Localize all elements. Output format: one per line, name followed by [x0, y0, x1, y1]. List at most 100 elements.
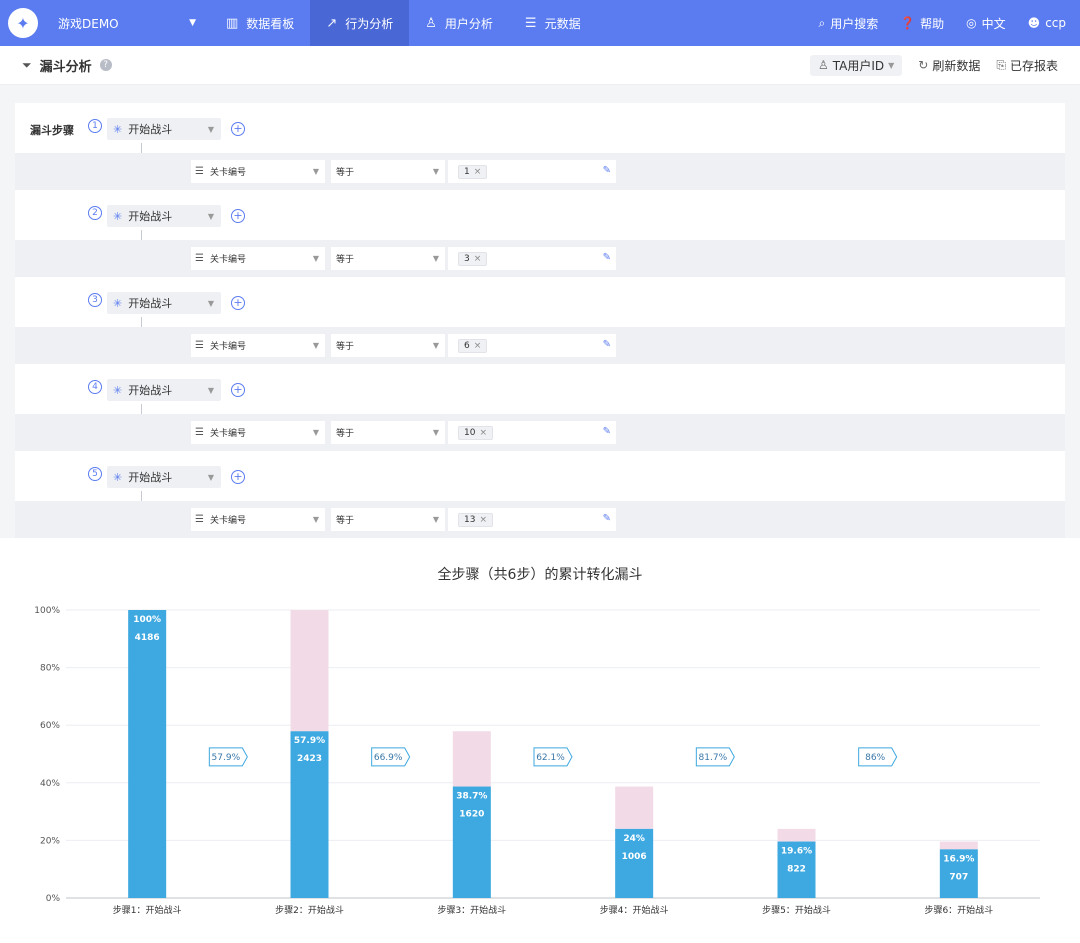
conversion-arrow — [533, 747, 573, 767]
chevron-down-icon: ▼ — [312, 515, 319, 524]
event-select[interactable]: ✳ 开始战斗 ▼ — [107, 118, 221, 140]
funnel-chart: 全步骤（共6步）的累计转化漏斗 0% 20% 40% 60% 80% 100% 100% 41… — [0, 538, 1080, 943]
project-switcher[interactable]: ✦ 游戏DEMO ▼ — [0, 0, 210, 46]
bar-converted[interactable] — [615, 828, 654, 898]
value-input[interactable]: 1 × ✎ — [448, 160, 616, 183]
event-icon: ✳ — [113, 296, 123, 310]
remove-tag-icon[interactable]: × — [473, 166, 482, 177]
funnel-steps-label: 漏斗步骤 — [30, 124, 74, 137]
bar-remaining[interactable] — [939, 841, 978, 850]
operator-select[interactable]: 等于 ▼ — [331, 160, 445, 183]
bar-converted[interactable] — [452, 786, 491, 898]
step-number: 3 — [88, 293, 102, 307]
event-icon: ✳ — [113, 383, 123, 397]
bar-percent-label: 38.7% — [456, 792, 487, 802]
ta-user-id-select[interactable]: ♙ TA用户ID ▼ — [809, 54, 903, 76]
value-input[interactable]: 10 × ✎ — [448, 421, 616, 444]
value-input[interactable]: 3 × ✎ — [448, 247, 616, 270]
nav-item-users[interactable]: ♙ 用户分析 — [409, 0, 509, 46]
conversion-rate-label: 57.9% — [212, 753, 241, 763]
nav-item-label: 行为分析 — [345, 16, 394, 31]
conversion-rate-label: 62.1% — [536, 753, 565, 763]
y-tick-label: 40% — [40, 779, 60, 789]
chart-title: 全步骤（共6步）的累计转化漏斗 — [437, 567, 643, 583]
bar-converted[interactable] — [939, 849, 978, 898]
help-link[interactable]: ❓ 帮助 — [900, 15, 944, 32]
user-menu[interactable]: ☻ ccp — [1028, 16, 1066, 30]
edit-icon[interactable]: ✎ — [602, 252, 611, 263]
value-tag: 1 × — [458, 164, 488, 179]
x-tick-label: 步骤6：开始战斗 — [924, 904, 993, 916]
value-tag-text: 10 — [464, 427, 476, 438]
operator-select[interactable]: 等于 ▼ — [331, 247, 445, 270]
funnel-step: 5 ✳ 开始战斗 ▼ + ☰ 关卡编号 ▼ 等于 ▼ 13 × ✎ — [15, 451, 1065, 538]
refresh-data-button[interactable]: ↻ 刷新数据 — [918, 57, 980, 74]
edit-icon[interactable]: ✎ — [602, 165, 611, 176]
saved-reports-button[interactable]: ⎘ 已存报表 — [996, 57, 1058, 74]
nav-item-behavior[interactable]: ↗ 行为分析 — [310, 0, 410, 46]
value-tag: 13 × — [458, 512, 493, 527]
chevron-down-icon: ▼ — [432, 515, 439, 524]
x-tick-label: 步骤4：开始战斗 — [600, 904, 669, 916]
conversion-arrow — [695, 747, 735, 767]
bar-count-label: 822 — [787, 865, 806, 875]
chevron-down-icon: ▼ — [207, 211, 214, 221]
property-select[interactable]: ☰ 关卡编号 ▼ — [191, 247, 325, 270]
event-label: 开始战斗 — [128, 384, 173, 397]
add-filter-button[interactable]: + — [231, 470, 245, 484]
question-icon: ❓ — [900, 16, 916, 30]
property-select[interactable]: ☰ 关卡编号 ▼ — [191, 160, 325, 183]
bar-count-label: 4186 — [135, 633, 160, 643]
nav-item-metadata[interactable]: ☰ 元数据 — [509, 0, 597, 46]
remove-tag-icon[interactable]: × — [479, 514, 487, 525]
add-filter-button[interactable]: + — [231, 209, 245, 223]
chevron-down-icon: ▼ — [888, 60, 895, 70]
add-filter-button[interactable]: + — [231, 122, 245, 136]
remove-tag-icon[interactable]: × — [473, 253, 482, 264]
chevron-down-icon: ▼ — [432, 254, 439, 263]
operator-select[interactable]: 等于 ▼ — [331, 508, 445, 531]
operator-label: 等于 — [336, 168, 355, 178]
event-select[interactable]: ✳ 开始战斗 ▼ — [107, 205, 221, 227]
bar-remaining[interactable] — [777, 828, 816, 842]
bar-converted[interactable] — [128, 610, 167, 898]
refresh-icon: ↻ — [918, 58, 929, 72]
brain-logo-icon: ✦ — [8, 8, 38, 38]
property-select[interactable]: ☰ 关卡编号 ▼ — [191, 334, 325, 357]
event-select[interactable]: ✳ 开始战斗 ▼ — [107, 379, 221, 401]
conversion-rate-label: 86% — [865, 753, 885, 763]
user-search-link[interactable]: ⌕ 用户搜索 — [818, 15, 878, 32]
edit-icon[interactable]: ✎ — [602, 513, 611, 524]
nav-item-dashboard[interactable]: ▥ 数据看板 — [210, 0, 310, 46]
bar-converted[interactable] — [777, 841, 816, 898]
bar-count-label: 1006 — [622, 852, 647, 862]
add-filter-button[interactable]: + — [231, 383, 245, 397]
bar-remaining[interactable] — [290, 610, 329, 732]
edit-icon[interactable]: ✎ — [602, 426, 611, 437]
operator-select[interactable]: 等于 ▼ — [331, 334, 445, 357]
funnel-step: 4 ✳ 开始战斗 ▼ + ☰ 关卡编号 ▼ 等于 ▼ 10 × ✎ — [15, 364, 1065, 451]
property-select[interactable]: ☰ 关卡编号 ▼ — [191, 508, 325, 531]
conversion-arrow — [858, 747, 898, 767]
chevron-down-icon: ▼ — [312, 254, 319, 263]
operator-select[interactable]: 等于 ▼ — [331, 421, 445, 444]
remove-tag-icon[interactable]: × — [473, 340, 482, 351]
help-icon[interactable]: ? — [99, 59, 112, 71]
header-actions: ♙ TA用户ID ▼ ↻ 刷新数据 ⎘ 已存报表 — [794, 54, 1058, 76]
bar-converted[interactable] — [290, 731, 329, 898]
language-switch[interactable]: ◎ 中文 — [966, 15, 1006, 32]
event-select[interactable]: ✳ 开始战斗 ▼ — [107, 292, 221, 314]
value-input[interactable]: 13 × ✎ — [448, 508, 616, 531]
nav-item-label: 数据看板 — [246, 16, 295, 31]
bar-remaining[interactable] — [615, 786, 654, 829]
event-select[interactable]: ✳ 开始战斗 ▼ — [107, 466, 221, 488]
property-select[interactable]: ☰ 关卡编号 ▼ — [191, 421, 325, 444]
chevron-down-icon: ▼ — [207, 124, 214, 134]
user-icon: ♙ — [425, 15, 437, 31]
edit-icon[interactable]: ✎ — [602, 339, 611, 350]
bar-remaining[interactable] — [452, 731, 491, 787]
property-icon: ☰ — [195, 253, 204, 264]
add-filter-button[interactable]: + — [231, 296, 245, 310]
value-input[interactable]: 6 × ✎ — [448, 334, 616, 357]
remove-tag-icon[interactable]: × — [479, 427, 487, 438]
